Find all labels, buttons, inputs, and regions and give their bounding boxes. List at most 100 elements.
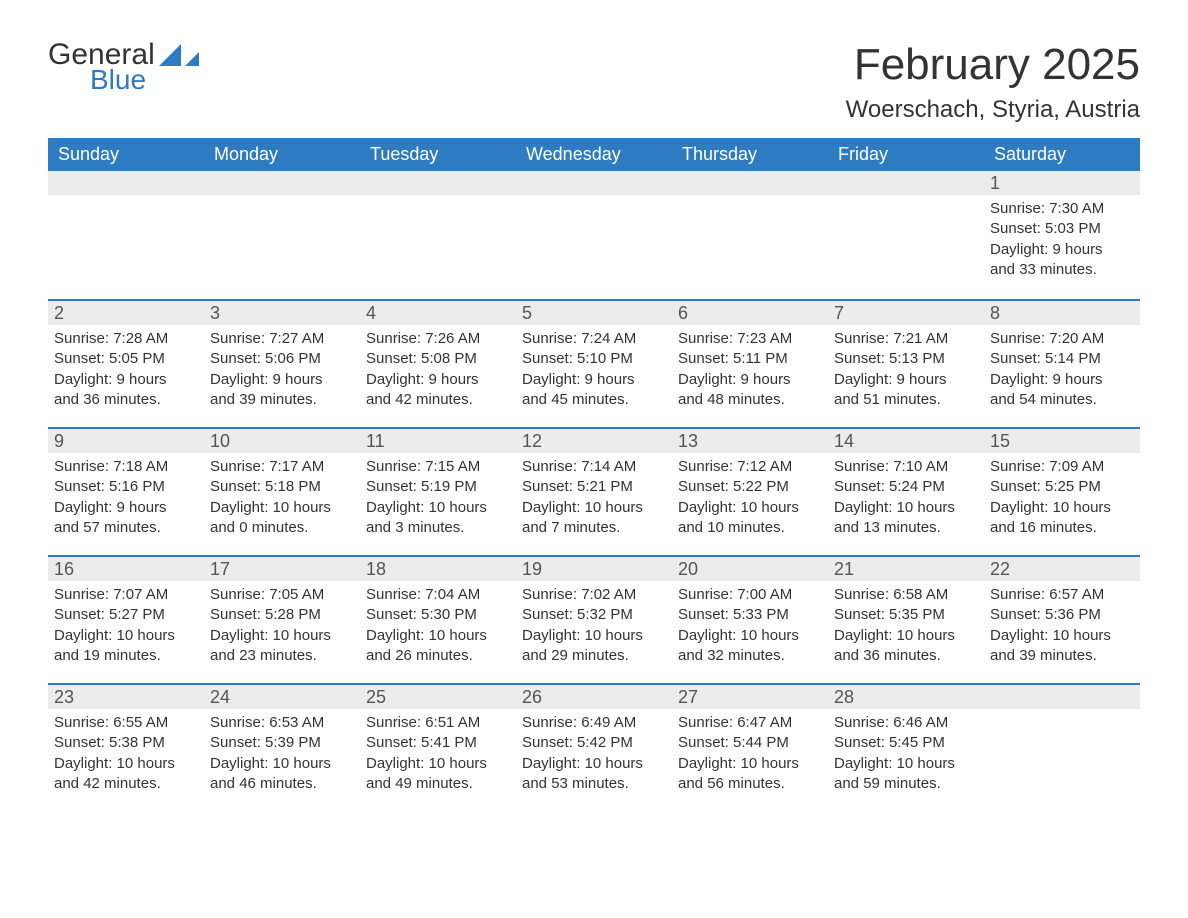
day-body: Sunrise: 7:23 AMSunset: 5:11 PMDaylight:…	[672, 325, 828, 418]
day-body: Sunrise: 7:07 AMSunset: 5:27 PMDaylight:…	[48, 581, 204, 674]
day-cell: 11Sunrise: 7:15 AMSunset: 5:19 PMDayligh…	[360, 429, 516, 555]
sunset-line: Sunset: 5:14 PM	[990, 349, 1134, 369]
daylight-line-1: Daylight: 9 hours	[990, 240, 1134, 260]
sunrise-line: Sunrise: 6:49 AM	[522, 713, 666, 733]
week-row: 23Sunrise: 6:55 AMSunset: 5:38 PMDayligh…	[48, 683, 1140, 811]
sunset-line: Sunset: 5:28 PM	[210, 605, 354, 625]
day-number	[204, 171, 360, 195]
sunrise-line: Sunrise: 7:24 AM	[522, 329, 666, 349]
daylight-line-1: Daylight: 9 hours	[678, 370, 822, 390]
day-number	[48, 171, 204, 195]
daylight-line-2: and 42 minutes.	[54, 774, 198, 794]
sunset-line: Sunset: 5:19 PM	[366, 477, 510, 497]
daylight-line-2: and 26 minutes.	[366, 646, 510, 666]
location: Woerschach, Styria, Austria	[846, 96, 1140, 124]
day-body: Sunrise: 6:58 AMSunset: 5:35 PMDaylight:…	[828, 581, 984, 674]
day-number: 13	[672, 429, 828, 453]
sunrise-line: Sunrise: 6:55 AM	[54, 713, 198, 733]
day-body: Sunrise: 7:04 AMSunset: 5:30 PMDaylight:…	[360, 581, 516, 674]
day-of-week-cell: Friday	[828, 138, 984, 171]
daylight-line-2: and 53 minutes.	[522, 774, 666, 794]
sunset-line: Sunset: 5:39 PM	[210, 733, 354, 753]
sunrise-line: Sunrise: 7:00 AM	[678, 585, 822, 605]
sunrise-line: Sunrise: 7:26 AM	[366, 329, 510, 349]
day-number: 19	[516, 557, 672, 581]
sunset-line: Sunset: 5:03 PM	[990, 219, 1134, 239]
day-cell	[360, 171, 516, 299]
daylight-line-2: and 19 minutes.	[54, 646, 198, 666]
day-number: 2	[48, 301, 204, 325]
day-body: Sunrise: 6:55 AMSunset: 5:38 PMDaylight:…	[48, 709, 204, 802]
logo: General Blue	[48, 40, 199, 94]
day-body: Sunrise: 7:09 AMSunset: 5:25 PMDaylight:…	[984, 453, 1140, 546]
day-cell	[516, 171, 672, 299]
day-number: 10	[204, 429, 360, 453]
daylight-line-1: Daylight: 10 hours	[366, 498, 510, 518]
daylight-line-2: and 10 minutes.	[678, 518, 822, 538]
daylight-line-2: and 7 minutes.	[522, 518, 666, 538]
sunrise-line: Sunrise: 7:10 AM	[834, 457, 978, 477]
day-body: Sunrise: 6:46 AMSunset: 5:45 PMDaylight:…	[828, 709, 984, 802]
sunset-line: Sunset: 5:25 PM	[990, 477, 1134, 497]
day-body: Sunrise: 7:30 AMSunset: 5:03 PMDaylight:…	[984, 195, 1140, 288]
sunset-line: Sunset: 5:10 PM	[522, 349, 666, 369]
daylight-line-1: Daylight: 10 hours	[522, 498, 666, 518]
daylight-line-2: and 39 minutes.	[210, 390, 354, 410]
daylight-line-1: Daylight: 10 hours	[990, 498, 1134, 518]
day-body: Sunrise: 6:49 AMSunset: 5:42 PMDaylight:…	[516, 709, 672, 802]
sunrise-line: Sunrise: 7:21 AM	[834, 329, 978, 349]
daylight-line-1: Daylight: 9 hours	[522, 370, 666, 390]
day-cell: 20Sunrise: 7:00 AMSunset: 5:33 PMDayligh…	[672, 557, 828, 683]
day-cell	[984, 685, 1140, 811]
sunrise-line: Sunrise: 6:58 AM	[834, 585, 978, 605]
day-cell: 25Sunrise: 6:51 AMSunset: 5:41 PMDayligh…	[360, 685, 516, 811]
day-of-week-cell: Thursday	[672, 138, 828, 171]
day-body: Sunrise: 7:21 AMSunset: 5:13 PMDaylight:…	[828, 325, 984, 418]
day-number: 28	[828, 685, 984, 709]
sunrise-line: Sunrise: 7:20 AM	[990, 329, 1134, 349]
day-number: 5	[516, 301, 672, 325]
weeks-container: 1Sunrise: 7:30 AMSunset: 5:03 PMDaylight…	[48, 171, 1140, 811]
sunset-line: Sunset: 5:41 PM	[366, 733, 510, 753]
day-body: Sunrise: 7:17 AMSunset: 5:18 PMDaylight:…	[204, 453, 360, 546]
daylight-line-2: and 13 minutes.	[834, 518, 978, 538]
daylight-line-2: and 49 minutes.	[366, 774, 510, 794]
day-body: Sunrise: 6:57 AMSunset: 5:36 PMDaylight:…	[984, 581, 1140, 674]
daylight-line-1: Daylight: 10 hours	[522, 626, 666, 646]
daylight-line-2: and 33 minutes.	[990, 260, 1134, 280]
day-cell: 26Sunrise: 6:49 AMSunset: 5:42 PMDayligh…	[516, 685, 672, 811]
sunset-line: Sunset: 5:16 PM	[54, 477, 198, 497]
day-body: Sunrise: 7:27 AMSunset: 5:06 PMDaylight:…	[204, 325, 360, 418]
day-body: Sunrise: 7:15 AMSunset: 5:19 PMDaylight:…	[360, 453, 516, 546]
daylight-line-2: and 46 minutes.	[210, 774, 354, 794]
sunrise-line: Sunrise: 7:27 AM	[210, 329, 354, 349]
sunset-line: Sunset: 5:13 PM	[834, 349, 978, 369]
sunrise-line: Sunrise: 7:28 AM	[54, 329, 198, 349]
day-number: 20	[672, 557, 828, 581]
daylight-line-1: Daylight: 9 hours	[54, 498, 198, 518]
sunset-line: Sunset: 5:06 PM	[210, 349, 354, 369]
day-cell: 7Sunrise: 7:21 AMSunset: 5:13 PMDaylight…	[828, 301, 984, 427]
logo-sail-icon	[159, 44, 199, 74]
day-number: 12	[516, 429, 672, 453]
day-number: 9	[48, 429, 204, 453]
daylight-line-1: Daylight: 9 hours	[834, 370, 978, 390]
day-body: Sunrise: 6:47 AMSunset: 5:44 PMDaylight:…	[672, 709, 828, 802]
daylight-line-2: and 45 minutes.	[522, 390, 666, 410]
day-of-week-cell: Monday	[204, 138, 360, 171]
sunrise-line: Sunrise: 7:30 AM	[990, 199, 1134, 219]
daylight-line-1: Daylight: 10 hours	[834, 498, 978, 518]
daylight-line-1: Daylight: 10 hours	[210, 626, 354, 646]
sunset-line: Sunset: 5:18 PM	[210, 477, 354, 497]
day-cell: 18Sunrise: 7:04 AMSunset: 5:30 PMDayligh…	[360, 557, 516, 683]
day-cell: 16Sunrise: 7:07 AMSunset: 5:27 PMDayligh…	[48, 557, 204, 683]
week-row: 1Sunrise: 7:30 AMSunset: 5:03 PMDaylight…	[48, 171, 1140, 299]
sunrise-line: Sunrise: 7:05 AM	[210, 585, 354, 605]
day-of-week-cell: Wednesday	[516, 138, 672, 171]
day-cell: 17Sunrise: 7:05 AMSunset: 5:28 PMDayligh…	[204, 557, 360, 683]
sunset-line: Sunset: 5:05 PM	[54, 349, 198, 369]
day-cell	[672, 171, 828, 299]
day-of-week-cell: Sunday	[48, 138, 204, 171]
day-body: Sunrise: 7:20 AMSunset: 5:14 PMDaylight:…	[984, 325, 1140, 418]
sunrise-line: Sunrise: 6:47 AM	[678, 713, 822, 733]
